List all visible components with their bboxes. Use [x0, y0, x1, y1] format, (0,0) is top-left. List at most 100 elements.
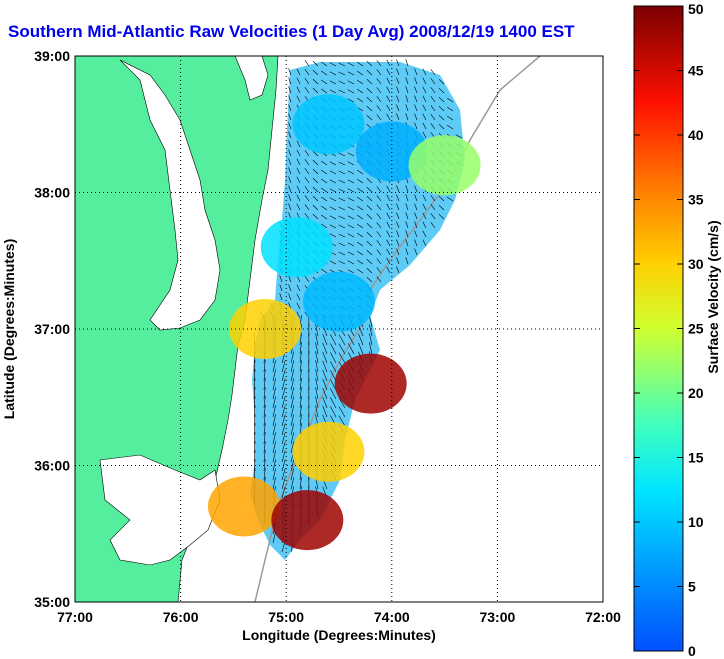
velocity-arrow — [356, 79, 364, 85]
velocity-arrow — [347, 206, 355, 211]
velocity-arrow — [281, 477, 286, 490]
velocity-arrow — [422, 113, 427, 121]
velocity-arrow — [338, 179, 346, 184]
velocity-arrow — [290, 459, 295, 472]
colorbar-tick-label: 20 — [688, 385, 704, 401]
velocity-arrow — [279, 293, 283, 301]
velocity-arrow — [272, 477, 276, 490]
velocity-arrow — [405, 257, 409, 265]
y-tick-label: 37:00 — [34, 321, 70, 337]
velocity-arrow — [386, 59, 391, 67]
colorbar-tick-label: 15 — [688, 450, 704, 466]
velocity-arrow — [321, 160, 328, 166]
x-tick-label: 77:00 — [57, 609, 93, 625]
velocity-arrow — [348, 334, 355, 346]
colorbar-tick-label: 45 — [688, 63, 704, 79]
colorbar — [633, 5, 684, 652]
velocity-arrow — [272, 441, 276, 454]
velocity-arrow — [347, 188, 355, 193]
velocity-arrow — [288, 194, 292, 202]
velocity-arrow — [281, 450, 286, 463]
velocity-arrow — [288, 77, 292, 85]
velocity-arrow — [288, 185, 292, 193]
velocity-arrow — [254, 414, 256, 427]
velocity-arrow — [315, 396, 319, 409]
velocity-arrow — [263, 459, 266, 472]
velocity-arrow — [254, 396, 256, 409]
velocity-arrow — [299, 351, 302, 364]
velocity-arrow — [347, 152, 355, 157]
velocity-arrow — [430, 69, 436, 76]
velocity-region — [408, 135, 481, 196]
velocity-arrow — [330, 379, 337, 391]
velocity-arrow — [422, 86, 427, 94]
velocity-arrow — [272, 396, 276, 409]
velocity-arrow — [263, 369, 266, 382]
velocity-arrow — [329, 206, 337, 211]
velocity-arrow — [263, 432, 266, 445]
velocity-arrow — [356, 187, 364, 193]
velocity-arrow — [368, 324, 373, 337]
velocity-arrow — [254, 450, 256, 463]
velocity-arrow — [304, 69, 310, 76]
velocity-arrow — [312, 186, 319, 193]
velocity-arrow — [312, 78, 319, 85]
velocity-arrow — [281, 396, 286, 409]
velocity-arrow — [263, 468, 266, 481]
velocity-arrow — [299, 342, 302, 355]
velocity-arrow — [396, 113, 400, 121]
velocity-arrow — [288, 86, 292, 94]
velocity-arrow — [386, 68, 391, 76]
velocity-arrow — [315, 369, 319, 382]
velocity-arrow — [296, 86, 301, 94]
velocity-arrow — [366, 79, 373, 85]
velocity-arrow — [288, 104, 292, 112]
velocity-arrow — [272, 378, 276, 391]
velocity-arrow — [296, 158, 301, 166]
velocity-arrow — [321, 214, 328, 220]
velocity-arrow — [405, 104, 409, 112]
velocity-arrow — [281, 414, 286, 427]
velocity-arrow — [338, 152, 346, 157]
velocity-arrow — [338, 415, 346, 427]
colorbar-label: Surface Velocity (cm/s) — [705, 220, 721, 373]
velocity-arrow — [338, 233, 346, 238]
velocity-arrow — [322, 333, 328, 346]
velocity-arrow — [405, 113, 409, 121]
velocity-arrow — [414, 95, 418, 103]
velocity-arrow — [338, 71, 346, 76]
velocity-arrow — [330, 397, 337, 409]
velocity-arrow — [272, 450, 276, 463]
velocity-arrow — [430, 87, 436, 94]
velocity-arrow — [438, 123, 445, 130]
velocity-arrow — [279, 275, 283, 283]
velocity-arrow — [321, 268, 328, 274]
velocity-arrow — [376, 96, 382, 103]
colorbar-tick-label: 40 — [688, 127, 704, 143]
velocity-arrow — [296, 140, 301, 148]
velocity-arrow — [338, 251, 346, 256]
velocity-arrow — [347, 62, 355, 67]
velocity-arrow — [405, 185, 409, 193]
velocity-arrow — [396, 221, 400, 229]
velocity-arrow — [358, 333, 364, 346]
velocity-arrow — [304, 168, 310, 175]
velocity-arrow — [356, 196, 364, 202]
velocity-arrow — [329, 161, 337, 166]
velocity-arrow — [321, 88, 328, 94]
velocity-arrow — [263, 441, 266, 454]
velocity-arrow — [376, 78, 382, 85]
colorbar-tick-label: 35 — [688, 192, 704, 208]
velocity-arrow — [414, 212, 418, 220]
y-axis-label: Latitude (Degrees:Minutes) — [1, 239, 17, 419]
velocity-arrow — [296, 185, 301, 193]
velocity-arrow — [321, 70, 328, 76]
velocity-arrow — [329, 215, 337, 220]
velocity-arrow — [376, 105, 382, 112]
velocity-arrow — [438, 105, 445, 112]
velocity-arrow — [356, 178, 364, 184]
velocity-arrow — [347, 260, 355, 265]
velocity-arrow — [386, 185, 391, 193]
velocity-arrow — [288, 203, 292, 211]
velocity-arrow — [422, 95, 427, 103]
